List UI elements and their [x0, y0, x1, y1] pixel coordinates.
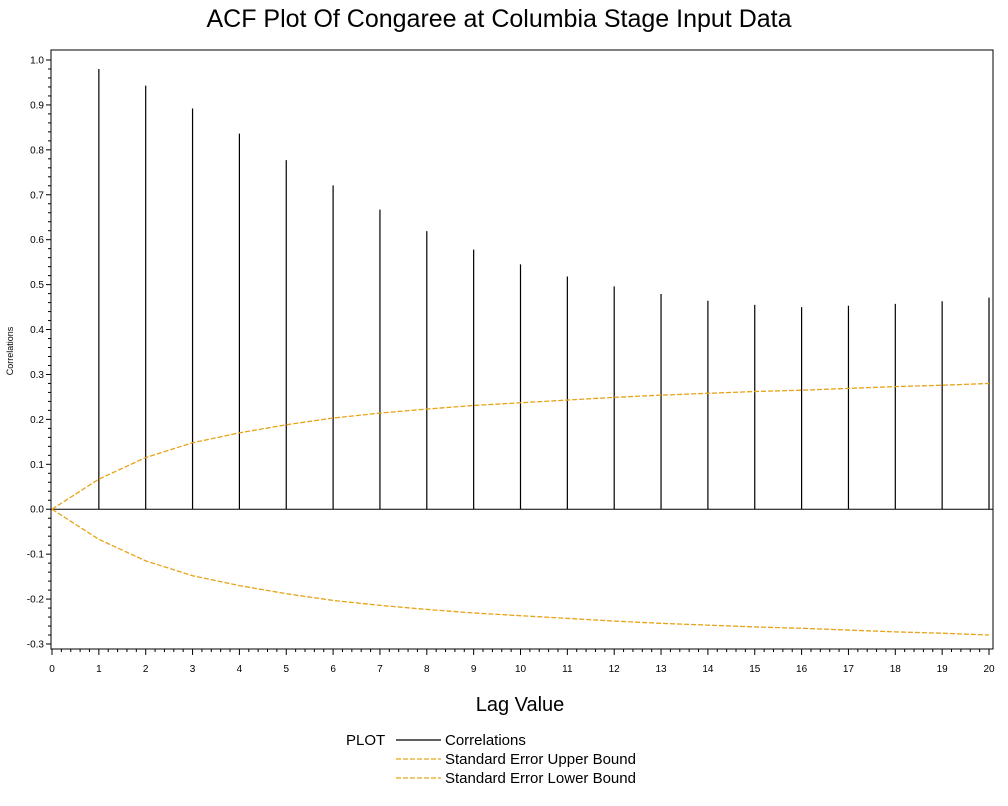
- y-tick-label: 0.0: [30, 505, 44, 516]
- y-tick-label: -0.2: [27, 595, 45, 606]
- y-tick-label: 0.2: [30, 415, 44, 426]
- y-tick-label: -0.3: [27, 640, 45, 651]
- x-tick-label: 10: [515, 664, 527, 675]
- x-tick-label: 9: [471, 664, 477, 675]
- x-tick-label: 13: [655, 664, 667, 675]
- x-tick-label: 15: [749, 664, 761, 675]
- y-axis-ticks: -0.3 -0.2 -0.1 0.0 0.1 0.2 0.3 0.4 0.5 0.6 0.7 0.8 0…: [27, 56, 51, 651]
- lower-bound-line: [51, 508, 990, 636]
- x-tick-label: 19: [937, 664, 949, 675]
- x-tick-label: 16: [796, 664, 808, 675]
- y-tick-label: 0.5: [30, 280, 44, 291]
- x-tick-label: 3: [190, 664, 196, 675]
- chart-title: ACF Plot Of Congaree at Columbia Stage I…: [206, 5, 791, 33]
- x-tick-label: 7: [377, 664, 383, 675]
- y-tick-label: 1.0: [30, 56, 44, 67]
- x-tick-label: 4: [237, 664, 243, 675]
- y-tick-label: 0.6: [30, 235, 44, 246]
- legend-entry-label: Correlations: [445, 732, 526, 749]
- x-tick-label: 5: [283, 664, 289, 675]
- x-tick-label: 2: [143, 664, 149, 675]
- legend-title: PLOT: [346, 732, 385, 749]
- x-tick-label: 18: [890, 664, 902, 675]
- x-tick-label: 12: [609, 664, 621, 675]
- legend: PLOT Correlations Standard Error Upper Bo…: [346, 732, 636, 787]
- x-tick-label: 17: [843, 664, 855, 675]
- y-tick-label: 0.3: [30, 370, 44, 381]
- x-tick-label: 8: [424, 664, 430, 675]
- x-axis-ticks: 0 1 2 3 4 5 6 7 8 9 10 11 12 13 14 15 16 17 18 19 20: [49, 649, 995, 675]
- upper-bound-line: [51, 382, 990, 510]
- x-tick-label: 6: [330, 664, 336, 675]
- legend-entry-label: Standard Error Lower Bound: [445, 770, 636, 787]
- legend-items: Correlations Standard Error Upper Bound St…: [396, 732, 636, 787]
- x-tick-label: 11: [562, 664, 573, 675]
- y-tick-label: 0.1: [30, 460, 44, 471]
- x-tick-label: 0: [49, 664, 55, 675]
- x-tick-label: 14: [702, 664, 714, 675]
- y-tick-label: 0.9: [30, 100, 44, 111]
- y-tick-label: 0.8: [30, 145, 44, 156]
- y-tick-label: 0.7: [30, 190, 44, 201]
- plot-frame: [50, 49, 994, 650]
- legend-entry-label: Standard Error Upper Bound: [445, 751, 636, 768]
- x-tick-label: 20: [983, 664, 995, 675]
- y-axis-label: Correlations: [5, 326, 15, 375]
- y-tick-label: -0.1: [27, 550, 45, 561]
- series-layer: [51, 68, 990, 636]
- x-axis-label: Lag Value: [476, 694, 565, 716]
- y-tick-label: 0.4: [30, 325, 44, 336]
- x-tick-label: 1: [96, 664, 102, 675]
- minor-ticks: [48, 68, 981, 652]
